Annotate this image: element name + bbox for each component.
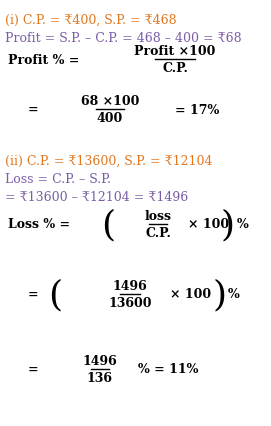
Text: C.P.: C.P. bbox=[162, 62, 188, 75]
Text: %: % bbox=[228, 288, 240, 301]
Text: C.P.: C.P. bbox=[145, 227, 171, 239]
Text: ): ) bbox=[213, 277, 227, 311]
Text: 68 ×100: 68 ×100 bbox=[81, 95, 139, 108]
Text: =: = bbox=[28, 288, 39, 301]
Text: Loss % =: Loss % = bbox=[8, 218, 70, 231]
Text: Profit = S.P. – C.P. = 468 – 400 = ₹68: Profit = S.P. – C.P. = 468 – 400 = ₹68 bbox=[5, 32, 242, 45]
Text: 13600: 13600 bbox=[108, 296, 152, 309]
Text: %: % bbox=[237, 218, 249, 231]
Text: = 17%: = 17% bbox=[175, 103, 219, 116]
Text: % = 11%: % = 11% bbox=[138, 363, 198, 376]
Text: Loss = C.P. – S.P.: Loss = C.P. – S.P. bbox=[5, 173, 111, 186]
Text: = ₹13600 – ₹12104 = ₹1496: = ₹13600 – ₹12104 = ₹1496 bbox=[5, 190, 188, 204]
Text: × 100: × 100 bbox=[188, 218, 229, 231]
Text: 136: 136 bbox=[87, 371, 113, 384]
Text: ): ) bbox=[221, 207, 235, 242]
Text: =: = bbox=[28, 363, 39, 376]
Text: (i) C.P. = ₹400, S.P. = ₹468: (i) C.P. = ₹400, S.P. = ₹468 bbox=[5, 14, 177, 27]
Text: Profit ×100: Profit ×100 bbox=[134, 45, 216, 58]
Text: × 100: × 100 bbox=[170, 288, 211, 301]
Text: (: ( bbox=[101, 207, 115, 242]
Text: (ii) C.P. = ₹13600, S.P. = ₹12104: (ii) C.P. = ₹13600, S.P. = ₹12104 bbox=[5, 155, 212, 167]
Text: (: ( bbox=[48, 277, 62, 311]
Text: Profit % =: Profit % = bbox=[8, 53, 79, 66]
Text: =: = bbox=[28, 103, 39, 116]
Text: 1496: 1496 bbox=[83, 354, 117, 367]
Text: 1496: 1496 bbox=[113, 279, 147, 292]
Text: loss: loss bbox=[144, 210, 172, 222]
Text: 400: 400 bbox=[97, 112, 123, 125]
